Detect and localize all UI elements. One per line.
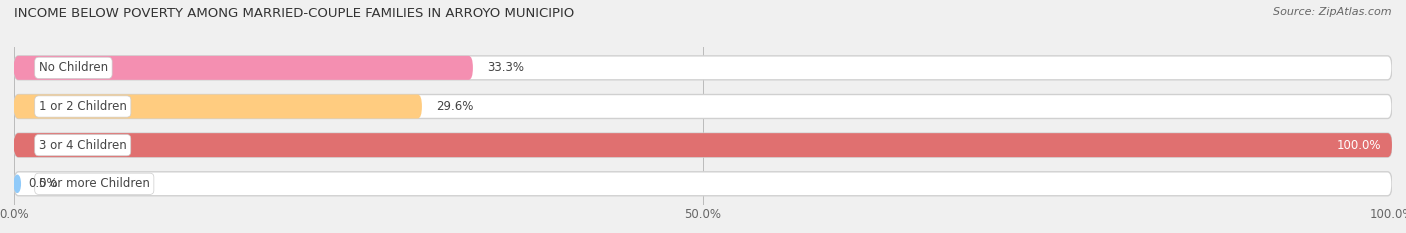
Circle shape	[14, 98, 20, 115]
Circle shape	[14, 175, 20, 192]
Text: 29.6%: 29.6%	[436, 100, 472, 113]
Text: 3 or 4 Children: 3 or 4 Children	[39, 139, 127, 152]
FancyBboxPatch shape	[14, 133, 1392, 157]
FancyBboxPatch shape	[14, 56, 1392, 80]
Circle shape	[14, 137, 20, 154]
FancyBboxPatch shape	[14, 56, 472, 80]
FancyBboxPatch shape	[14, 133, 1392, 157]
Text: Source: ZipAtlas.com: Source: ZipAtlas.com	[1274, 7, 1392, 17]
Text: 5 or more Children: 5 or more Children	[39, 177, 149, 190]
Text: 0.0%: 0.0%	[28, 177, 58, 190]
Text: No Children: No Children	[39, 61, 108, 74]
Circle shape	[14, 59, 20, 76]
Text: 33.3%: 33.3%	[486, 61, 523, 74]
Text: 1 or 2 Children: 1 or 2 Children	[39, 100, 127, 113]
FancyBboxPatch shape	[14, 172, 1392, 196]
FancyBboxPatch shape	[14, 95, 422, 118]
Text: INCOME BELOW POVERTY AMONG MARRIED-COUPLE FAMILIES IN ARROYO MUNICIPIO: INCOME BELOW POVERTY AMONG MARRIED-COUPL…	[14, 7, 574, 20]
FancyBboxPatch shape	[14, 95, 1392, 118]
Text: 100.0%: 100.0%	[1337, 139, 1381, 152]
